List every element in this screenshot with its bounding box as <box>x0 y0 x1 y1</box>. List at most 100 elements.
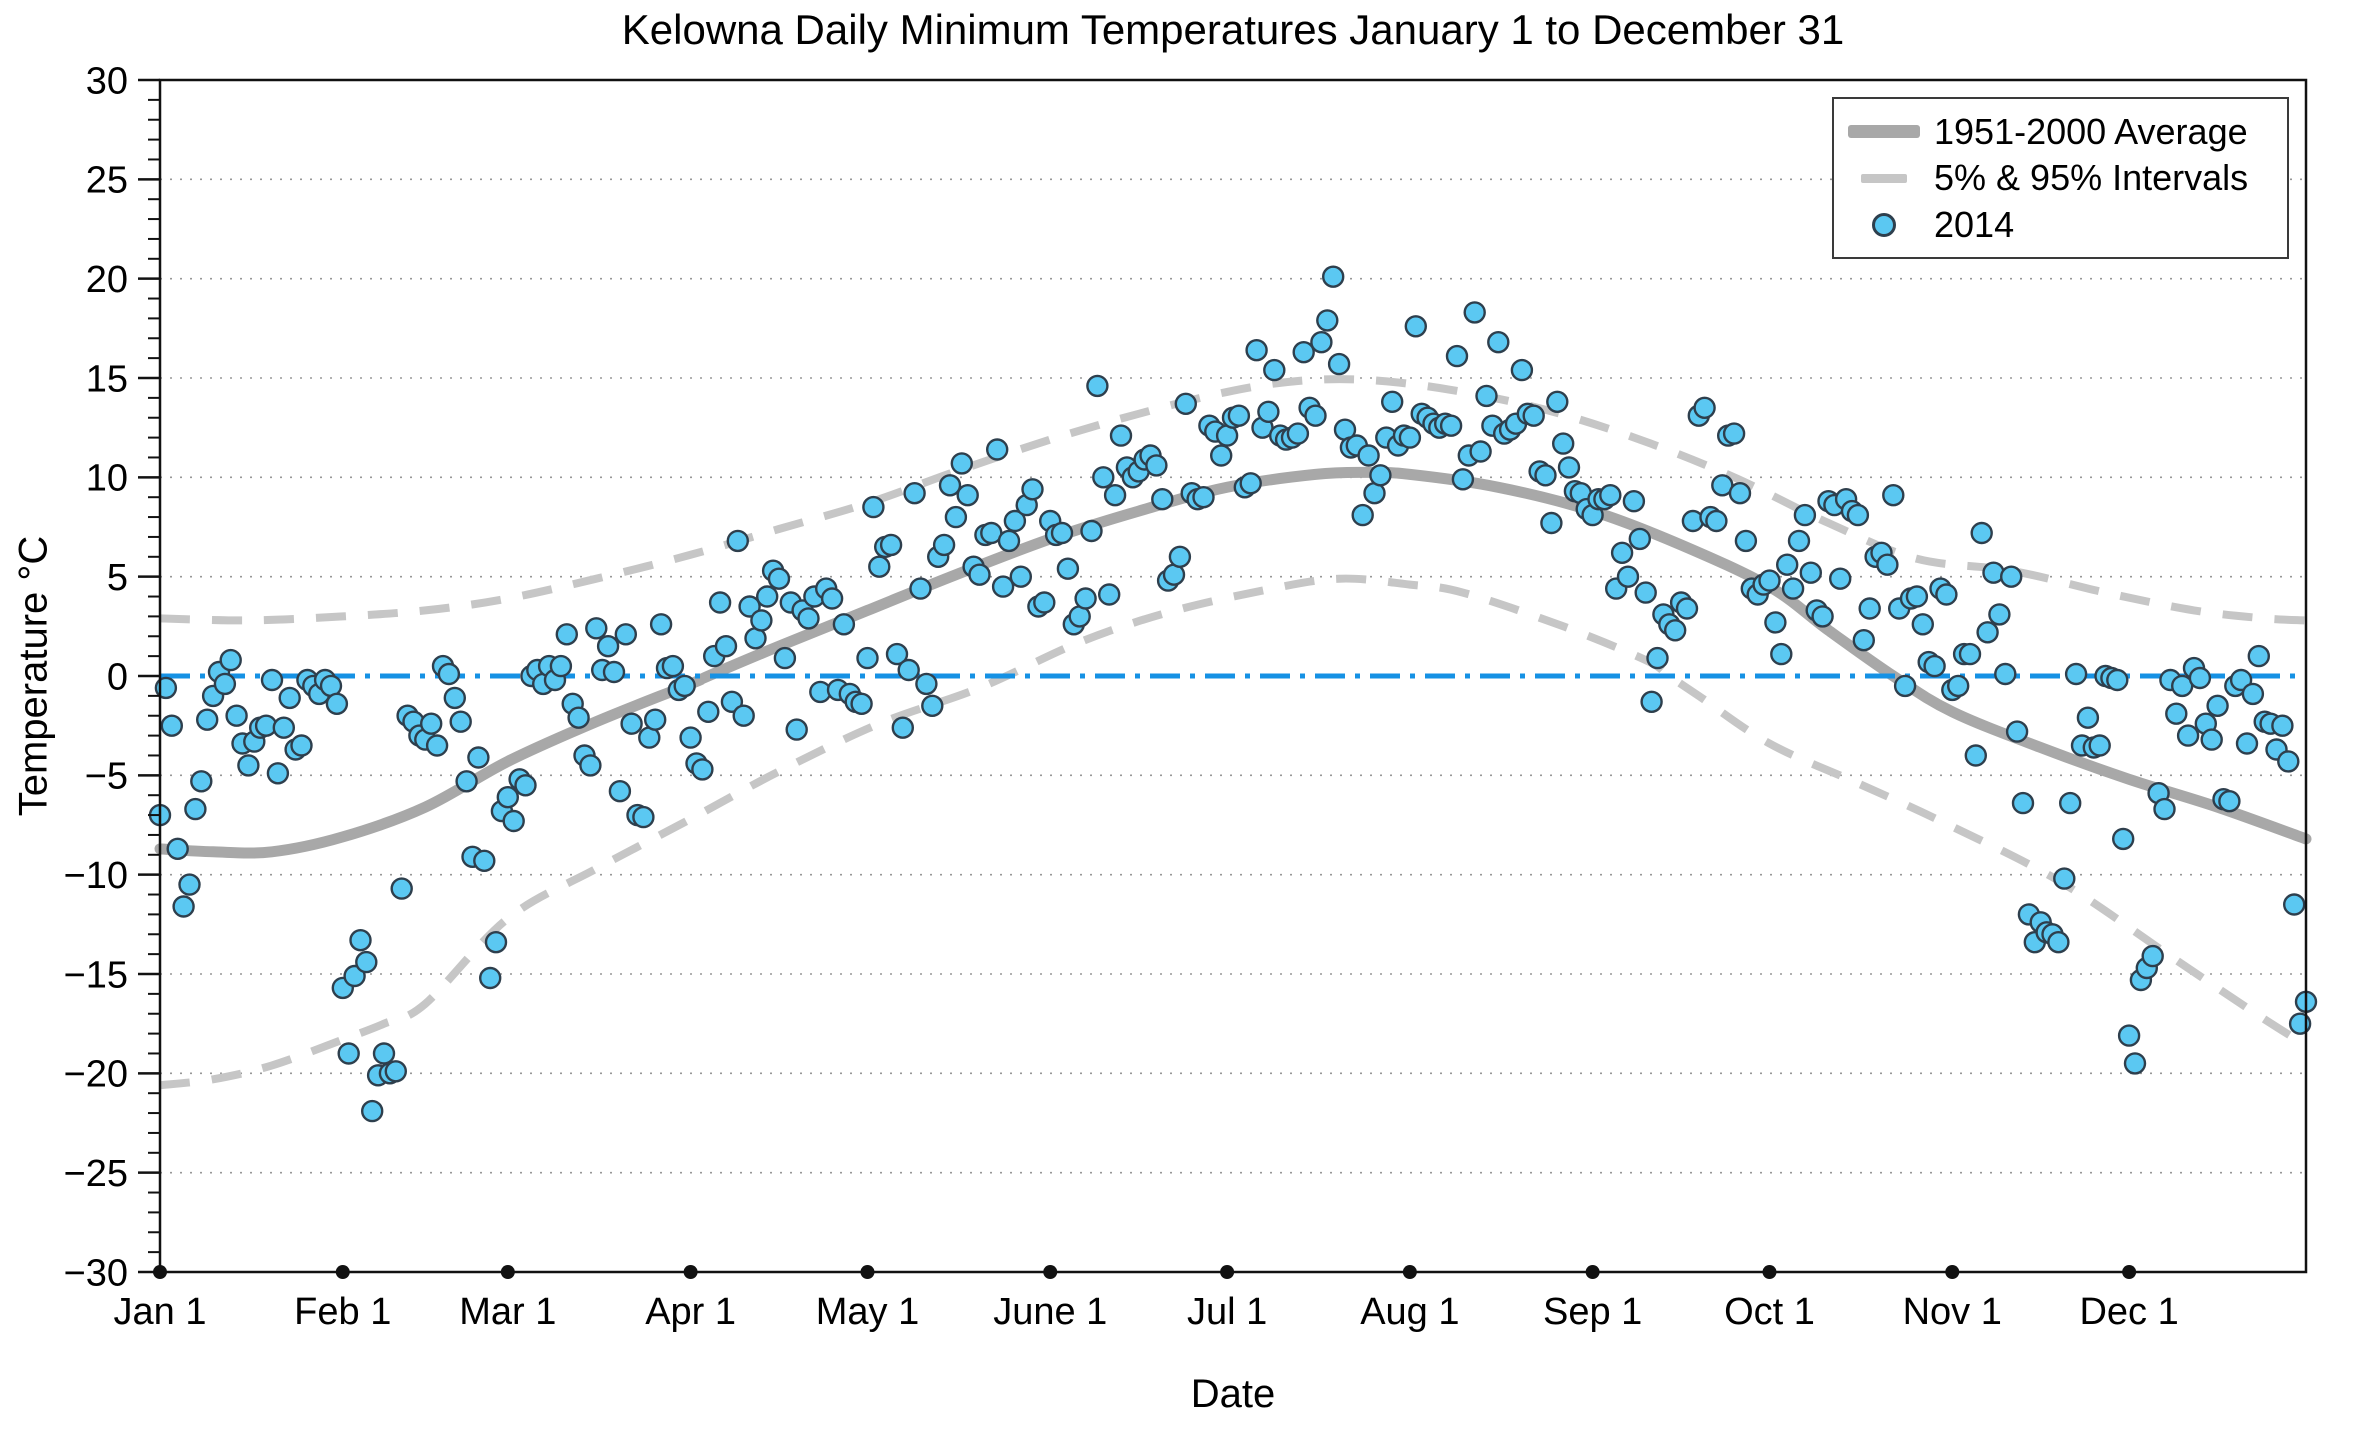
data-point-2014 <box>2047 931 2070 954</box>
x-tick-label-May-1: May 1 <box>816 1291 919 1333</box>
data-point-2014 <box>1911 613 1935 636</box>
x-tick-label-Oct-1: Oct 1 <box>1724 1291 1815 1333</box>
data-point-2014 <box>349 929 372 952</box>
data-point-2014 <box>266 762 290 785</box>
data-point-2014 <box>1905 585 1929 608</box>
data-point-2014 <box>1292 341 1315 364</box>
data-point-2014 <box>1439 414 1463 437</box>
average-curve <box>154 466 2312 859</box>
data-point-2014 <box>797 607 820 630</box>
y-tick-label--30: −30 <box>64 1252 128 1294</box>
data-point-2014 <box>278 686 301 710</box>
data-point-2014 <box>420 712 443 735</box>
x-tick-dot-Dec-1 <box>2122 1265 2137 1279</box>
thick-gray-line-icon <box>1848 125 1920 138</box>
data-point-2014 <box>473 849 496 872</box>
data-point-2014 <box>767 567 791 590</box>
data-point-2014 <box>1858 597 1881 620</box>
data-point-2014 <box>785 718 808 741</box>
x-axis-label: Date <box>1190 1372 1276 1416</box>
y-tick-label--25: −25 <box>64 1153 128 1195</box>
data-point-2014 <box>1640 690 1663 713</box>
x-tick-label-Dec-1: Dec 1 <box>2079 1291 2178 1333</box>
data-point-2014 <box>697 700 720 723</box>
y-tick-label-0: 0 <box>107 656 128 698</box>
data-point-2014 <box>885 642 909 666</box>
data-point-2014 <box>1663 619 1687 642</box>
y-tick-label-10: 10 <box>86 458 128 500</box>
data-point-2014 <box>1616 565 1640 588</box>
data-point-2014 <box>732 704 755 727</box>
data-point-2014 <box>2123 1052 2147 1075</box>
data-point-2014 <box>1764 611 1787 634</box>
data-point-2014 <box>1728 482 1752 505</box>
data-point-2014 <box>632 805 655 829</box>
data-point-2014 <box>756 585 779 608</box>
data-point-2014 <box>950 452 973 475</box>
data-point-2014 <box>1021 478 1044 501</box>
data-point-2014 <box>991 575 1015 598</box>
x-tick-dot-Mar-1 <box>500 1265 515 1279</box>
data-point-2014 <box>832 613 856 636</box>
data-point-2014 <box>172 895 195 918</box>
data-point-2014 <box>1646 646 1669 670</box>
data-point-2014 <box>1469 440 1492 463</box>
legend: 1951-2000 Average 5% & 95% Intervals 201… <box>1832 97 2289 259</box>
y-tick-label--15: −15 <box>64 954 128 996</box>
data-point-2014 <box>1003 509 1027 533</box>
data-point-2014 <box>449 710 472 733</box>
data-point-2014 <box>1946 674 1970 698</box>
data-point-2014 <box>502 809 525 833</box>
data-point-2014 <box>1722 422 1746 445</box>
data-point-2014 <box>2165 702 2188 725</box>
data-point-2014 <box>1451 468 1475 491</box>
data-point-2014 <box>2141 944 2164 968</box>
data-point-2014 <box>1551 432 1575 455</box>
data-point-2014 <box>361 1099 384 1123</box>
data-point-2014 <box>1074 587 1097 610</box>
data-point-2014 <box>714 635 738 658</box>
data-point-2014 <box>190 770 213 793</box>
data-point-2014 <box>1327 352 1351 376</box>
data-point-2014 <box>2271 714 2294 737</box>
data-point-2014 <box>1546 390 1569 413</box>
data-point-2014 <box>1634 581 1657 604</box>
data-point-2014 <box>272 716 295 739</box>
data-point-2014 <box>2229 668 2253 692</box>
data-point-2014 <box>1522 404 1545 427</box>
data-point-2014 <box>2277 750 2300 773</box>
data-point-2014 <box>1828 567 1852 590</box>
data-point-2014 <box>1463 301 1486 324</box>
data-point-2014 <box>608 780 632 803</box>
data-point-2014 <box>915 672 938 696</box>
lower-interval-curve <box>159 574 2309 1090</box>
legend-item-2014: 2014 <box>1834 206 2287 243</box>
data-point-2014 <box>1540 511 1563 535</box>
x-tick-label-Aug-1: Aug 1 <box>1360 1291 1459 1333</box>
x-tick-label-Apr-1: Apr 1 <box>645 1291 736 1333</box>
y-tick-label-15: 15 <box>86 358 128 400</box>
data-point-2014 <box>479 966 502 990</box>
data-point-2014 <box>1799 561 1823 584</box>
data-point-2014 <box>1510 358 1534 382</box>
x-tick-label-June-1: June 1 <box>993 1291 1107 1333</box>
data-point-2014 <box>1239 472 1262 495</box>
interval-line-swatch <box>1834 173 1934 183</box>
data-point-2014 <box>1445 344 1469 368</box>
data-point-2014 <box>1811 605 1834 628</box>
data-point-2014 <box>938 474 962 497</box>
data-point-2014 <box>1174 392 1198 415</box>
data-point-2014 <box>850 692 873 715</box>
x-tick-label-Sep-1: Sep 1 <box>1543 1291 1642 1333</box>
data-point-2014 <box>1622 490 1646 513</box>
data-point-2014 <box>2011 791 2035 815</box>
legend-item-average: 1951-2000 Average <box>1834 113 2287 150</box>
data-point-2014 <box>1097 583 1121 606</box>
data-point-2014 <box>2218 790 2241 813</box>
data-point-2014 <box>213 672 237 696</box>
x-tick-label-Feb-1: Feb 1 <box>294 1291 391 1333</box>
data-point-2014 <box>820 587 844 610</box>
data-point-2014 <box>1487 331 1510 354</box>
blue-dot-marker-icon <box>1872 212 1896 237</box>
